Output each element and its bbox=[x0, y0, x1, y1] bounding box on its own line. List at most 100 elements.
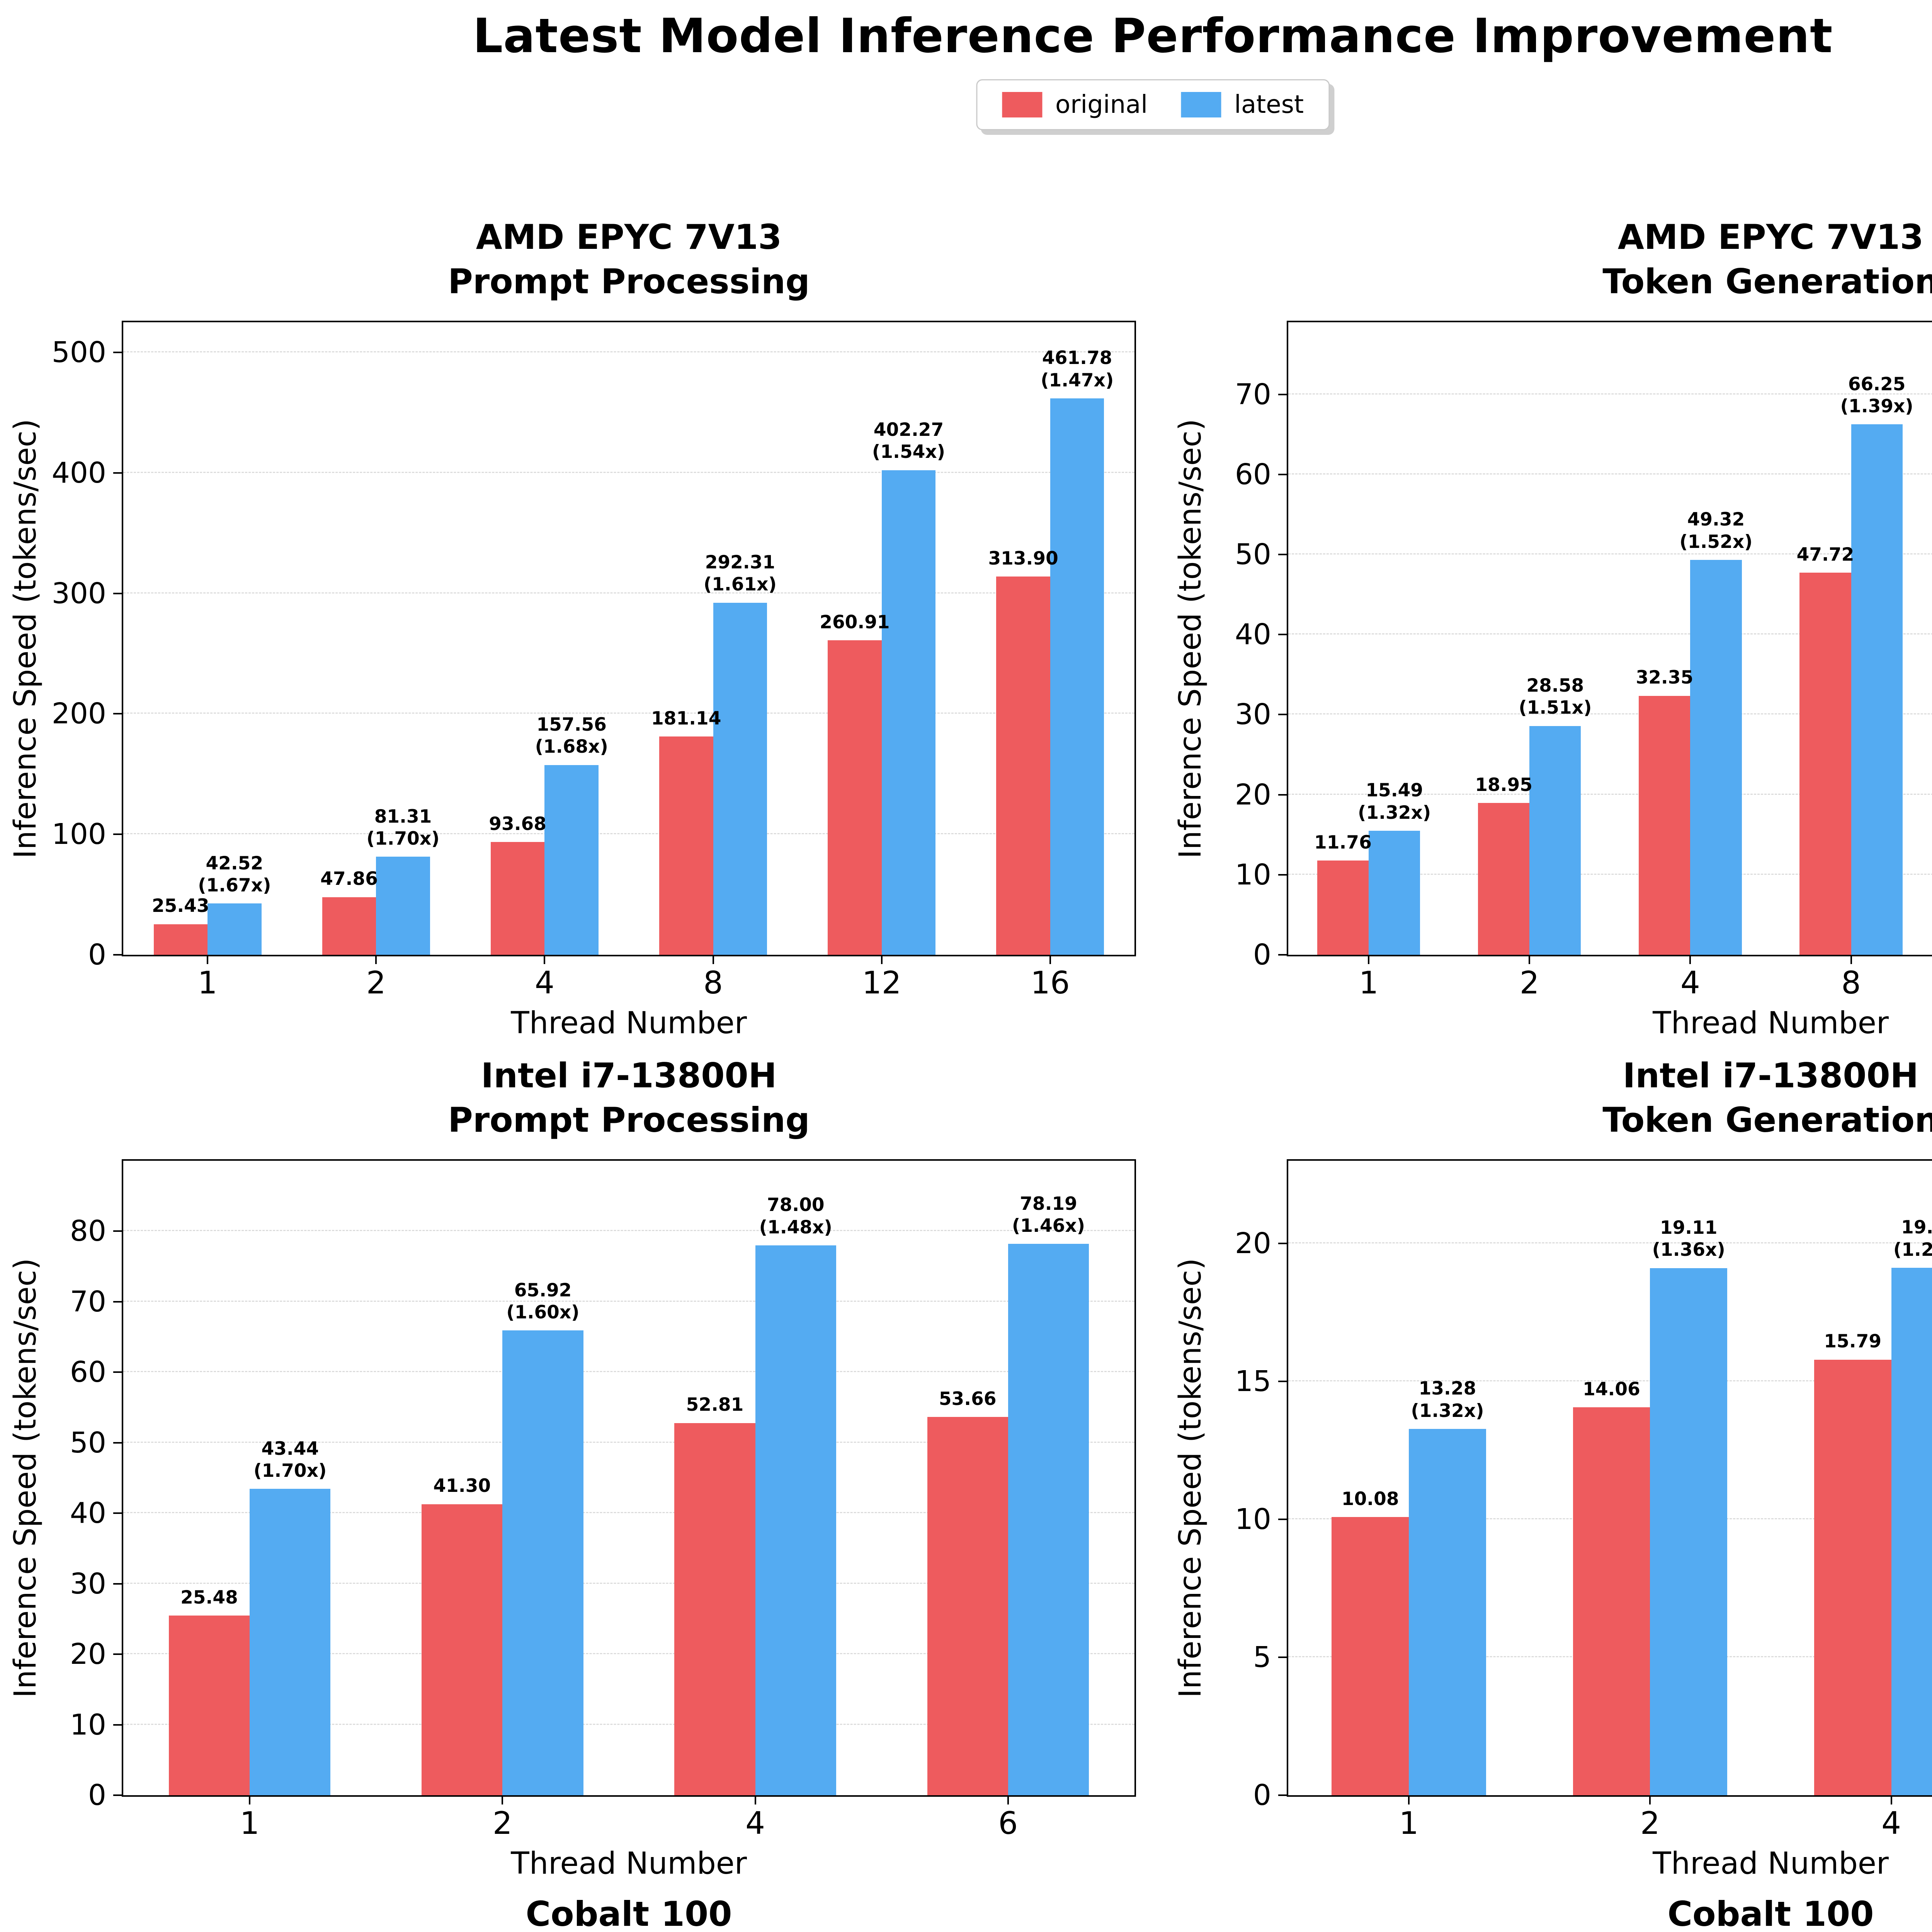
y-tick-label: 70 bbox=[1235, 378, 1271, 411]
bar-latest bbox=[1050, 398, 1104, 955]
bar-value-label: 52.81 bbox=[686, 1394, 744, 1416]
bar-value-label: 15.79 bbox=[1824, 1331, 1882, 1352]
y-tick-mark bbox=[113, 472, 123, 474]
y-tick-mark bbox=[1278, 553, 1288, 555]
gridline bbox=[1288, 393, 1932, 395]
chart-title-line1: Intel i7-13800H bbox=[1622, 1056, 1919, 1096]
bar-value-label: 14.06 bbox=[1583, 1378, 1640, 1400]
gridline bbox=[1288, 633, 1932, 635]
bar-value-label: 47.86 bbox=[320, 868, 378, 890]
chart-title-line1: Intel i7-13800H bbox=[481, 1056, 777, 1096]
y-tick-mark bbox=[113, 1653, 123, 1655]
y-tick-mark bbox=[113, 1442, 123, 1444]
bar-original bbox=[153, 924, 208, 955]
y-tick-label: 20 bbox=[1235, 778, 1271, 811]
x-tick-mark bbox=[1689, 955, 1691, 964]
bar-value-label: 41.30 bbox=[433, 1475, 491, 1497]
y-tick-label: 15 bbox=[1235, 1365, 1271, 1398]
gridline bbox=[123, 351, 1134, 352]
y-tick-label: 0 bbox=[1253, 1779, 1271, 1812]
y-tick-label: 500 bbox=[51, 335, 106, 369]
y-tick-mark bbox=[113, 1301, 123, 1303]
y-tick-label: 40 bbox=[70, 1497, 106, 1530]
bar-value-label: 292.31 (1.61x) bbox=[703, 551, 777, 595]
chart-title: Intel i7-13800H Prompt Processing bbox=[448, 1054, 810, 1142]
y-tick-mark bbox=[113, 592, 123, 594]
bar-value-label: 313.90 bbox=[988, 548, 1058, 569]
gridline bbox=[123, 833, 1134, 835]
y-tick-label: 200 bbox=[51, 697, 106, 731]
chart-title-line2: Token Generation bbox=[1602, 1100, 1932, 1140]
y-tick-label: 10 bbox=[1235, 1503, 1271, 1536]
y-tick-mark bbox=[1278, 1381, 1288, 1383]
gridline bbox=[123, 1582, 1134, 1584]
legend-label-original: original bbox=[1055, 90, 1148, 119]
x-tick-label: 8 bbox=[1841, 965, 1861, 1001]
y-tick-label: 40 bbox=[1235, 618, 1271, 651]
x-tick-mark bbox=[249, 1795, 251, 1804]
x-tick-mark bbox=[544, 955, 546, 964]
bar-original bbox=[659, 736, 713, 955]
x-tick-label: 4 bbox=[745, 1805, 765, 1841]
y-tick-mark bbox=[1278, 1794, 1288, 1796]
y-tick-mark bbox=[1278, 1656, 1288, 1658]
bar-original bbox=[927, 1417, 1008, 1795]
bar-value-label: 66.25 (1.39x) bbox=[1840, 373, 1913, 417]
x-axis-label: Thread Number bbox=[511, 1006, 747, 1041]
bar-original bbox=[1639, 696, 1690, 955]
bar-latest bbox=[502, 1330, 583, 1795]
gridline bbox=[123, 1653, 1134, 1655]
legend-swatch-original bbox=[1002, 92, 1042, 117]
chart-title-line2: Prompt Processing bbox=[448, 1100, 810, 1140]
x-tick-mark bbox=[1890, 1795, 1892, 1804]
x-tick-label: 1 bbox=[197, 965, 218, 1001]
x-tick-label: 2 bbox=[1640, 1805, 1660, 1841]
x-tick-mark bbox=[712, 955, 714, 964]
gridline bbox=[123, 1441, 1134, 1443]
y-tick-label: 0 bbox=[1253, 938, 1271, 971]
gridline bbox=[1288, 1380, 1932, 1382]
bar-original bbox=[168, 1616, 250, 1795]
x-tick-label: 2 bbox=[366, 965, 386, 1001]
gridline bbox=[123, 1371, 1134, 1372]
bar-original bbox=[674, 1423, 755, 1795]
bar-value-label: 25.43 bbox=[151, 895, 209, 917]
y-tick-mark bbox=[113, 833, 123, 835]
bar-latest bbox=[250, 1489, 331, 1795]
x-tick-label: 4 bbox=[1881, 1805, 1901, 1841]
legend-swatch-latest bbox=[1181, 92, 1221, 117]
y-tick-label: 0 bbox=[88, 938, 106, 971]
bar-latest bbox=[1690, 560, 1742, 955]
bar-latest bbox=[1529, 726, 1581, 955]
x-tick-mark bbox=[1649, 1795, 1651, 1804]
bar-latest bbox=[1008, 1244, 1089, 1795]
bar-value-label: 11.76 bbox=[1314, 832, 1372, 853]
legend-label-latest: latest bbox=[1234, 90, 1304, 119]
bar-original bbox=[490, 842, 545, 955]
y-tick-label: 10 bbox=[70, 1708, 106, 1742]
x-tick-label: 8 bbox=[703, 965, 723, 1001]
chart-title-line2: Prompt Processing bbox=[448, 261, 810, 301]
y-tick-label: 70 bbox=[70, 1285, 106, 1318]
x-tick-mark bbox=[754, 1795, 756, 1804]
x-tick-mark bbox=[1049, 955, 1051, 964]
bar-value-label: 19.11 (1.36x) bbox=[1652, 1217, 1725, 1261]
y-axis-label: Inference Speed (tokens/sec) bbox=[1173, 1258, 1208, 1698]
y-tick-label: 30 bbox=[70, 1567, 106, 1600]
gridline bbox=[123, 713, 1134, 714]
bar-latest bbox=[1369, 831, 1420, 955]
y-tick-mark bbox=[113, 1724, 123, 1726]
y-tick-mark bbox=[1278, 954, 1288, 956]
chart-title-line1: Cobalt 100 bbox=[1667, 1894, 1874, 1932]
bar-value-label: 49.32 (1.52x) bbox=[1679, 509, 1753, 553]
x-tick-mark bbox=[881, 955, 883, 964]
bar-latest bbox=[1851, 424, 1903, 955]
bar-value-label: 42.52 (1.67x) bbox=[198, 852, 271, 896]
x-tick-label: 1 bbox=[240, 1805, 260, 1841]
bar-latest bbox=[1409, 1429, 1486, 1795]
x-tick-label: 2 bbox=[492, 1805, 512, 1841]
y-tick-label: 5 bbox=[1253, 1641, 1271, 1674]
chart-intel-i7-13800h-prompt-processing: Intel i7-13800H Prompt Processing Infere… bbox=[8, 1056, 1136, 1881]
x-tick-label: 2 bbox=[1519, 965, 1539, 1001]
y-tick-label: 400 bbox=[51, 456, 106, 490]
